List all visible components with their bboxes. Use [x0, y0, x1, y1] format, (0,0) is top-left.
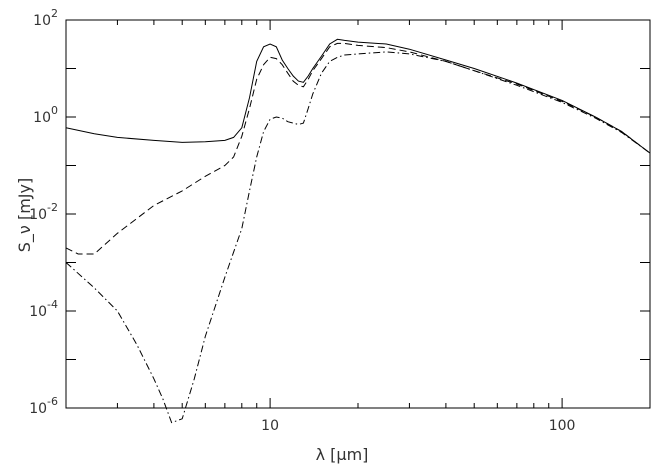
y-tick-label: 100 — [33, 104, 58, 126]
y-tick-label: 10-4 — [29, 298, 58, 320]
series-group — [65, 38, 651, 424]
series-line-dash-dot — [65, 51, 651, 424]
plot-frame — [65, 19, 651, 409]
y-axis-title: S_ν [mJy] — [15, 178, 35, 252]
series-line-dashed — [65, 42, 651, 255]
y-tick-label: 10-6 — [29, 395, 58, 417]
y-tick-label: 102 — [33, 7, 58, 29]
axes: 10 100 10-6 10-4 10-2 100 102 — [29, 7, 651, 434]
x-tick-label: 10 — [261, 418, 279, 434]
x-axis-title: λ [μm] — [316, 445, 369, 464]
series-line-solid — [65, 38, 651, 154]
y-tick-label: 10-2 — [29, 201, 58, 223]
x-tick-label: 100 — [549, 418, 576, 434]
